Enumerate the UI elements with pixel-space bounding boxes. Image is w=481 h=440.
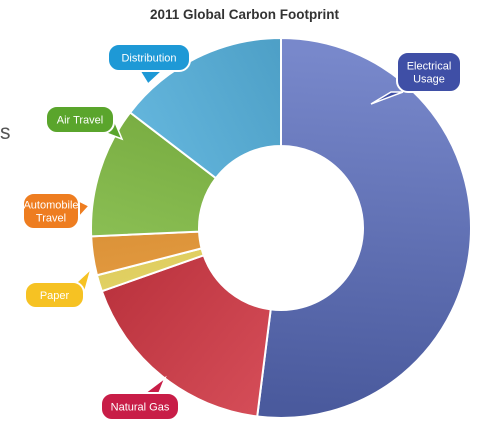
callout-label-paper: Paper — [40, 290, 70, 302]
slice-natural-gas — [100, 254, 272, 418]
callout-label-electrical-usage: Electrical — [407, 61, 452, 73]
callout-tail — [370, 91, 404, 105]
callout-label-natural-gas: Natural Gas — [111, 402, 170, 414]
slice-distribution — [128, 36, 282, 180]
callout-air-travel: Air Travel — [45, 105, 124, 141]
callout-label-automobile-travel: Automobile — [23, 200, 78, 212]
cropped-edge-text: s — [0, 121, 11, 144]
callout-tail — [142, 375, 167, 394]
callout-label-air-travel: Air Travel — [57, 115, 103, 127]
slice-electrical-usage — [256, 36, 472, 419]
callout-label-distribution: Distribution — [121, 53, 176, 65]
callout-bubble — [22, 192, 80, 230]
callout-label-automobile-travel: Travel — [36, 213, 66, 225]
callout-label-electrical-usage: Usage — [413, 74, 445, 86]
callout-bubble — [24, 281, 85, 309]
callout-distribution: Distribution — [107, 43, 191, 86]
callout-bubble — [100, 392, 180, 421]
chart-title: 2011 Global Carbon Footprint — [150, 7, 340, 22]
slices-group — [90, 36, 472, 419]
callout-paper: Paper — [24, 266, 93, 309]
callout-bubble — [396, 51, 462, 93]
callout-bubble — [45, 105, 115, 134]
callout-natural-gas: Natural Gas — [100, 375, 180, 421]
callout-bubble — [107, 43, 191, 72]
